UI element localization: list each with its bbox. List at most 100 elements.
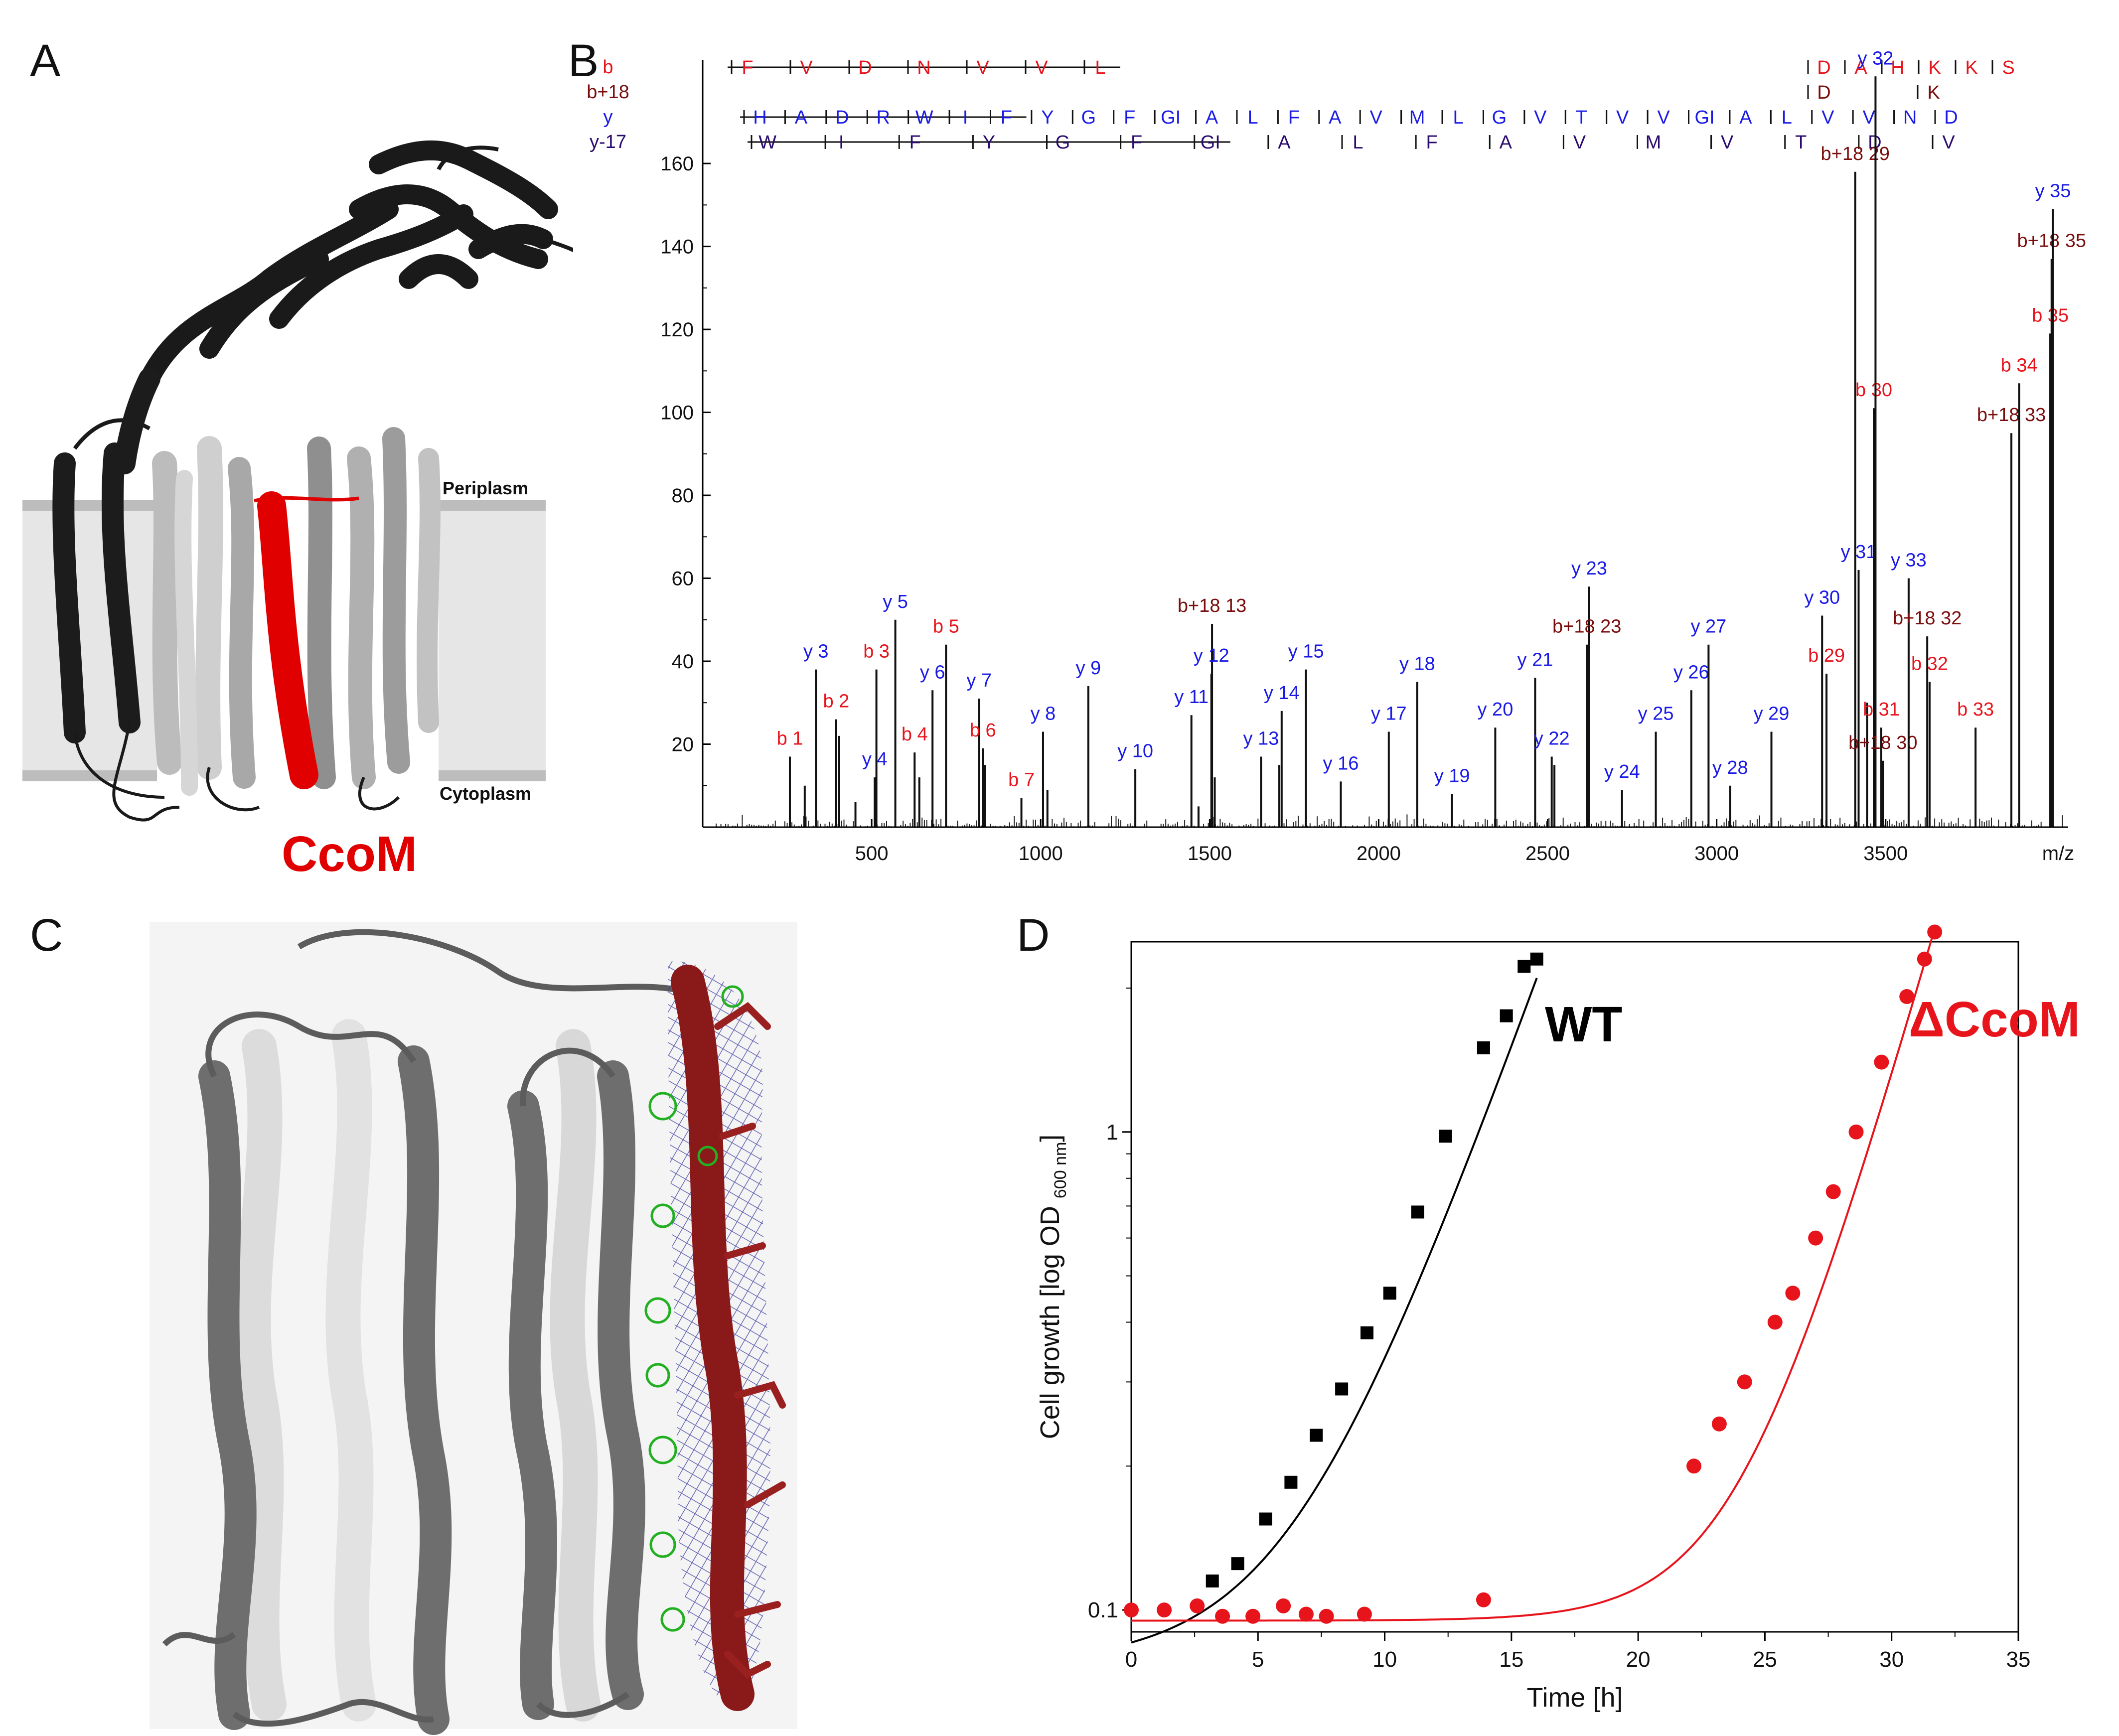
grey-helices xyxy=(152,427,441,796)
ion-residue: K xyxy=(1965,57,1977,78)
peak-label: b+18 30 xyxy=(1848,732,1917,753)
growth-chart: 0 5 10 15 20 25 30 35 0.1 1 Time [h] Cell growth [l… xyxy=(1035,924,2080,1713)
ion-residue: G xyxy=(1492,107,1507,128)
ion-residue: V xyxy=(1370,107,1383,128)
peak-label: y 30 xyxy=(1804,587,1840,608)
ion-residue: L xyxy=(1095,57,1105,78)
ion-residue: S xyxy=(2002,57,2014,78)
ion-residue: D xyxy=(1817,82,1830,103)
ion-residue: V xyxy=(1573,132,1586,153)
growth-fit-line xyxy=(1131,978,1538,1644)
panel-a: A xyxy=(0,0,573,897)
panel-c: C xyxy=(0,897,922,1736)
peak-label: b 6 xyxy=(970,720,996,741)
mutant-data-point xyxy=(1711,1416,1727,1432)
ion-residue: D xyxy=(835,107,849,128)
peak-label: b 4 xyxy=(902,724,928,745)
x-tick-label: 15 xyxy=(1499,1647,1523,1672)
ion-residue: A xyxy=(1206,107,1218,128)
mutant-data-point xyxy=(1808,1230,1823,1246)
peak-label: y 5 xyxy=(883,591,908,612)
x-tick-label: 500 xyxy=(855,843,889,865)
ion-residue: L xyxy=(1247,107,1258,128)
ion-residue: V xyxy=(1721,132,1734,153)
growth-axes: 0 5 10 15 20 25 30 35 0.1 1 Time [h] Cell growth [l… xyxy=(1035,941,2031,1713)
mutant-legend-label: ΔCcoM xyxy=(1909,992,2080,1047)
ion-residue: D xyxy=(858,57,872,78)
peak-label: b 3 xyxy=(863,641,890,662)
panel-d-label: D xyxy=(1017,910,1050,961)
wt-data-point xyxy=(1335,1382,1349,1396)
ion-residue: T xyxy=(1576,107,1587,128)
peak-label: y 18 xyxy=(1399,654,1435,675)
y-tick-label: 160 xyxy=(660,153,694,175)
ion-residue: A xyxy=(1278,132,1291,153)
cytoplasm-label: Cytoplasm xyxy=(440,783,531,804)
peak-label: y 33 xyxy=(1891,550,1927,571)
mutant-data-point xyxy=(1737,1374,1752,1390)
ccom-label: CcoM xyxy=(282,826,417,882)
ion-row-label: b xyxy=(603,57,613,78)
ion-residue: F xyxy=(1001,107,1012,128)
wt-data-point xyxy=(1206,1574,1219,1588)
y-tick-label: 1 xyxy=(1106,1120,1118,1145)
peak-label: y 32 xyxy=(1858,48,1894,69)
peak-label: y 22 xyxy=(1534,728,1570,749)
mutant-data-point xyxy=(1825,1184,1841,1199)
peak-label: y 35 xyxy=(2035,181,2071,202)
x-axis-label: m/z xyxy=(2042,843,2074,865)
peak-label: b+18 29 xyxy=(1821,144,1890,164)
peak-label: y 16 xyxy=(1323,753,1359,774)
ion-residue: V xyxy=(1942,132,1955,153)
peak-label: y 17 xyxy=(1371,704,1407,724)
peak-label: y 21 xyxy=(1517,649,1553,670)
wt-data-point xyxy=(1284,1475,1298,1489)
growth-curves xyxy=(1131,937,1934,1644)
peak-label: y 6 xyxy=(920,662,945,683)
peak-label: b 31 xyxy=(1863,699,1900,720)
ion-residue: V xyxy=(1616,107,1629,128)
peak-label: b+18 33 xyxy=(1977,405,2046,426)
ion-residue: F xyxy=(1288,107,1300,128)
ion-residue: V xyxy=(800,57,813,78)
ion-residue: V xyxy=(976,57,989,78)
peak-label: y 3 xyxy=(803,641,829,662)
peak-label: y 28 xyxy=(1712,757,1748,778)
ion-residue: D xyxy=(1944,107,1958,128)
peak-label: b 2 xyxy=(823,691,849,712)
x-tick-label: 20 xyxy=(1626,1647,1651,1672)
ion-residue: F xyxy=(742,57,753,78)
wt-data-point xyxy=(1411,1205,1424,1219)
grey-helices-c xyxy=(198,1045,645,1735)
peak-label: b+18 32 xyxy=(1893,608,1962,629)
x-tick-label: 1500 xyxy=(1188,843,1232,865)
x-axis-label: Time [h] xyxy=(1526,1683,1623,1713)
peak-label: y 10 xyxy=(1117,740,1153,761)
ion-residue: D xyxy=(1817,57,1830,78)
peak-label: b 1 xyxy=(777,728,803,749)
ion-residue: V xyxy=(1035,57,1048,78)
ccom-helix-c xyxy=(671,965,755,1711)
ion-residue: M xyxy=(1409,107,1425,128)
ion-residue: GI xyxy=(1161,107,1181,128)
peak-label: y 27 xyxy=(1690,616,1726,637)
ion-residue: A xyxy=(1500,132,1513,153)
mutant-data-point xyxy=(1157,1602,1172,1618)
ion-residue: T xyxy=(1795,132,1807,153)
mutant-data-point xyxy=(1190,1598,1205,1613)
ion-residue: Y xyxy=(1041,107,1054,128)
peak-label: b 32 xyxy=(1911,654,1948,675)
peak-label: b 34 xyxy=(2001,355,2038,376)
mutant-data-point xyxy=(1848,1124,1864,1140)
peak-label: y 25 xyxy=(1638,704,1674,724)
ion-residue: V xyxy=(1534,107,1547,128)
peak-label: y 29 xyxy=(1754,704,1790,724)
ion-residue: F xyxy=(909,132,921,153)
ion-residue: I xyxy=(839,132,844,153)
x-tick-label: 35 xyxy=(2006,1647,2031,1672)
y-tick-label: 120 xyxy=(660,319,694,341)
ion-residue: H xyxy=(1891,57,1904,78)
peak-label: b+18 35 xyxy=(2017,231,2086,252)
mutant-data-point xyxy=(1767,1314,1783,1330)
